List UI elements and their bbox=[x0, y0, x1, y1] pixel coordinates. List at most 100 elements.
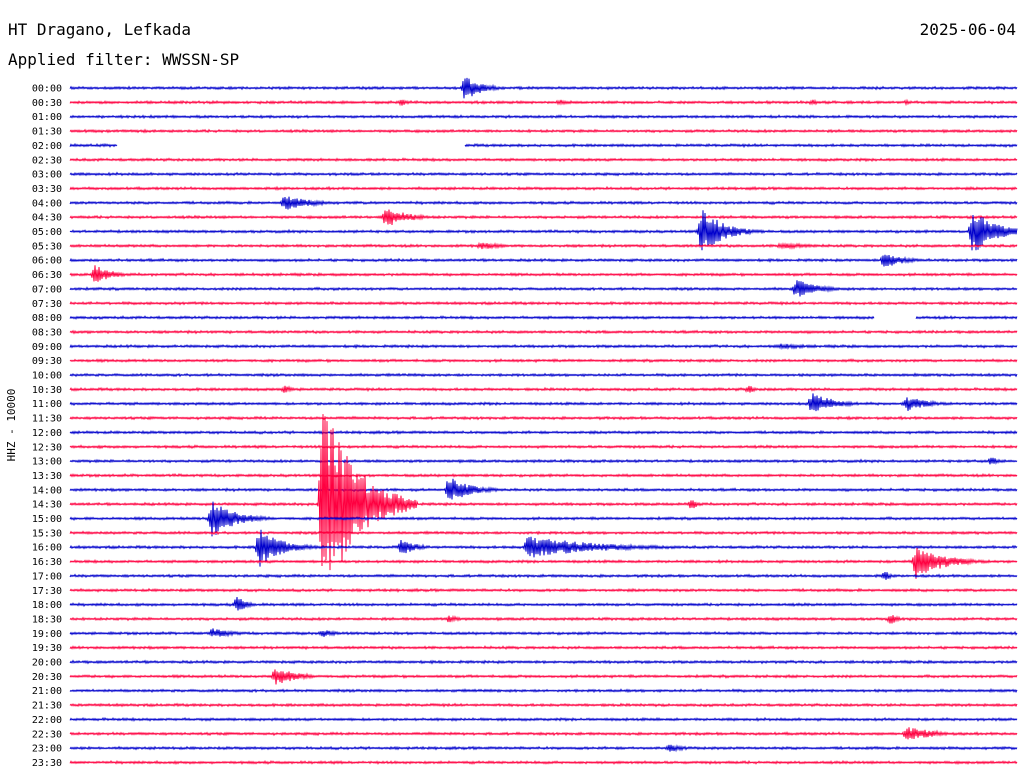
trace-line bbox=[69, 393, 1018, 412]
trace-line bbox=[69, 300, 1018, 306]
time-label: 00:30 bbox=[32, 98, 62, 109]
trace-line bbox=[69, 142, 118, 148]
time-label: 03:30 bbox=[32, 184, 62, 195]
trace-line bbox=[69, 358, 1018, 364]
time-label: 19:00 bbox=[32, 629, 62, 640]
trace-line bbox=[69, 185, 1018, 192]
time-label: 08:30 bbox=[32, 327, 62, 338]
date-label: 2025-06-04 bbox=[919, 20, 1016, 39]
trace-line bbox=[69, 385, 1018, 393]
trace-line bbox=[69, 128, 1018, 134]
trace-line bbox=[464, 142, 1018, 149]
trace-line bbox=[69, 628, 1018, 638]
trace-line bbox=[69, 209, 1018, 226]
trace-line bbox=[69, 265, 1018, 282]
trace-line bbox=[69, 727, 1018, 740]
time-label: 16:30 bbox=[32, 557, 62, 568]
time-label: 09:30 bbox=[32, 356, 62, 367]
y-axis-label: HHZ - 10000 bbox=[5, 389, 18, 462]
time-label: 07:30 bbox=[32, 299, 62, 310]
trace-line bbox=[69, 254, 1018, 267]
trace-line bbox=[69, 744, 1018, 753]
trace-line bbox=[69, 444, 1018, 450]
trace-line bbox=[69, 572, 1018, 580]
trace-line bbox=[69, 596, 1018, 611]
trace-line bbox=[69, 429, 1018, 435]
trace-line bbox=[69, 716, 1018, 722]
time-label: 18:00 bbox=[32, 600, 62, 611]
time-label: 10:00 bbox=[32, 371, 62, 382]
time-label: 20:00 bbox=[32, 658, 62, 669]
time-label: 23:00 bbox=[32, 744, 62, 755]
trace-line bbox=[69, 372, 1018, 378]
trace-line bbox=[69, 702, 1018, 708]
time-label: 15:30 bbox=[32, 528, 62, 539]
time-label: 19:30 bbox=[32, 643, 62, 654]
trace-line bbox=[69, 759, 1018, 766]
time-label: 01:30 bbox=[32, 127, 62, 138]
time-label: 06:00 bbox=[32, 256, 62, 267]
trace-group bbox=[69, 77, 1018, 766]
trace-line bbox=[69, 241, 1018, 250]
time-label: 02:00 bbox=[32, 141, 62, 152]
trace-line bbox=[915, 315, 1018, 321]
trace-line bbox=[69, 687, 1018, 694]
time-label: 14:00 bbox=[32, 485, 62, 496]
time-label: 02:30 bbox=[32, 155, 62, 166]
time-label: 03:00 bbox=[32, 170, 62, 181]
time-label: 12:30 bbox=[32, 442, 62, 453]
trace-line bbox=[69, 414, 1018, 571]
time-label: 13:30 bbox=[32, 471, 62, 482]
time-label: 16:00 bbox=[32, 543, 62, 554]
trace-line bbox=[69, 171, 1018, 177]
time-label: 01:00 bbox=[32, 112, 62, 123]
trace-line bbox=[69, 587, 1018, 593]
time-label: 00:00 bbox=[32, 84, 62, 95]
time-label: 18:30 bbox=[32, 614, 62, 625]
time-label: 05:00 bbox=[32, 227, 62, 238]
time-label: 13:00 bbox=[32, 457, 62, 468]
trace-line bbox=[69, 529, 1018, 567]
trace-line bbox=[69, 157, 1018, 163]
trace-line bbox=[69, 77, 1018, 99]
trace-line bbox=[69, 478, 1018, 500]
trace-line bbox=[69, 501, 1018, 537]
trace-line bbox=[69, 280, 1018, 297]
time-label: 21:30 bbox=[32, 701, 62, 712]
time-label: 11:30 bbox=[32, 414, 62, 425]
time-label: 22:30 bbox=[32, 729, 62, 740]
time-label: 06:30 bbox=[32, 270, 62, 281]
time-label: 20:30 bbox=[32, 672, 62, 683]
trace-line bbox=[69, 669, 1018, 685]
time-label: 15:00 bbox=[32, 514, 62, 525]
time-label: 09:00 bbox=[32, 342, 62, 353]
trace-line bbox=[69, 614, 1018, 624]
time-label: 08:00 bbox=[32, 313, 62, 324]
time-label: 12:00 bbox=[32, 428, 62, 439]
time-label: 21:00 bbox=[32, 686, 62, 697]
trace-line bbox=[69, 457, 1018, 465]
time-label: 23:30 bbox=[32, 758, 62, 769]
trace-line bbox=[69, 315, 875, 321]
trace-line bbox=[69, 329, 1018, 335]
time-label: 04:30 bbox=[32, 213, 62, 224]
trace-line bbox=[69, 98, 1018, 107]
trace-line bbox=[69, 659, 1018, 665]
time-label-group: 00:00 00:30 01:00 01:30 02:00 02:30 03:00 03:30… bbox=[32, 84, 62, 769]
time-label: 07:00 bbox=[32, 284, 62, 295]
time-label: 14:30 bbox=[32, 500, 62, 511]
time-label: 17:30 bbox=[32, 586, 62, 597]
time-label: 17:00 bbox=[32, 571, 62, 582]
trace-line bbox=[69, 196, 1018, 210]
filter-label: Applied filter: WWSSN-SP bbox=[8, 50, 240, 69]
time-label: 05:30 bbox=[32, 241, 62, 252]
time-label: 11:00 bbox=[32, 399, 62, 410]
trace-line bbox=[69, 645, 1018, 651]
trace-line bbox=[69, 415, 1018, 421]
station-title: HT Dragano, Lefkada bbox=[8, 20, 192, 39]
trace-line bbox=[69, 530, 1018, 536]
trace-line bbox=[69, 114, 1018, 120]
trace-line bbox=[69, 547, 1018, 579]
time-label: 22:00 bbox=[32, 715, 62, 726]
